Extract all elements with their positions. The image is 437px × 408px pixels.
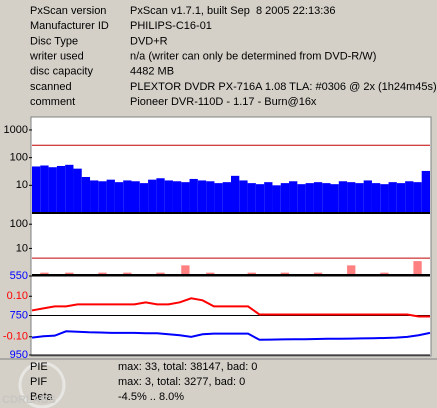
bar <box>305 183 314 213</box>
bar <box>32 166 41 213</box>
bar <box>421 170 430 213</box>
bar <box>413 261 422 275</box>
bar <box>189 178 198 213</box>
bar <box>123 272 132 275</box>
bar <box>206 272 215 275</box>
bar <box>264 182 273 213</box>
bar <box>371 183 381 213</box>
bar <box>363 180 372 213</box>
bar <box>65 164 74 213</box>
stat-value: max: 33, total: 38147, bad: 0 <box>118 361 257 373</box>
bar <box>330 184 339 213</box>
bar <box>231 175 240 213</box>
bar <box>197 180 207 213</box>
bar <box>98 181 107 213</box>
y-tick-label: 10 <box>16 242 28 254</box>
y-tick-label: 10 <box>16 179 28 191</box>
info-value: Pioneer DVR-110D - 1.17 - Burn@16x <box>130 96 317 108</box>
bar <box>322 183 331 213</box>
bar <box>413 182 422 213</box>
info-label: comment <box>30 96 75 108</box>
bar <box>222 182 231 213</box>
bar <box>272 185 281 213</box>
bar <box>65 272 74 275</box>
bar <box>247 272 256 275</box>
info-label: Disc Type <box>30 35 78 47</box>
bar <box>280 183 290 213</box>
bar <box>56 165 66 213</box>
bar <box>289 181 298 213</box>
bar <box>48 167 57 213</box>
bar <box>347 265 356 275</box>
stat-value: -4.5% .. 8.0% <box>118 391 184 403</box>
bar <box>106 179 115 213</box>
y-tick-label: 100 <box>10 218 28 230</box>
bar <box>206 181 215 213</box>
bar <box>247 183 256 213</box>
bar <box>40 165 49 213</box>
bar <box>338 181 348 213</box>
bar <box>181 265 190 275</box>
bar <box>172 181 182 213</box>
y-tick-label: 100 <box>10 152 28 164</box>
line <box>31 297 430 318</box>
info-label: disc capacity <box>30 66 93 78</box>
bar <box>123 180 132 213</box>
bar <box>139 183 149 213</box>
bar <box>98 272 107 275</box>
y-tick-label: 1000 <box>4 124 28 136</box>
info-label: PxScan version <box>30 5 106 17</box>
bar <box>131 181 140 213</box>
bar <box>81 176 91 213</box>
stat-label: Beta <box>30 391 54 403</box>
bar <box>396 183 406 213</box>
bar <box>148 179 157 213</box>
bar <box>405 181 414 213</box>
bar <box>380 184 389 213</box>
info-value: PLEXTOR DVDR PX-716A 1.08 TLA: #0306 @ 2… <box>130 81 437 93</box>
bar <box>114 182 124 213</box>
bar <box>313 272 323 275</box>
bar <box>214 183 223 213</box>
bar <box>40 272 49 275</box>
bar <box>355 183 364 213</box>
info-value: PHILIPS-C16-01 <box>130 20 212 32</box>
bar <box>297 184 306 213</box>
bar <box>313 182 323 213</box>
info-value: DVD+R <box>130 35 168 47</box>
watermark-disc <box>18 361 66 408</box>
bar <box>181 182 190 213</box>
bar <box>388 182 397 213</box>
bar <box>255 184 265 213</box>
bar <box>73 168 82 213</box>
stat-label: PIF <box>30 376 47 388</box>
bar <box>347 182 356 213</box>
bar <box>164 180 173 213</box>
bar <box>90 180 99 213</box>
line <box>31 330 431 341</box>
info-value: PxScan v1.7.1, built Sep 8 2005 22:13:36 <box>130 5 335 17</box>
info-label: writer used <box>29 51 84 63</box>
stat-value: max: 3, total: 3277, bad: 0 <box>118 376 245 388</box>
watermark: CDRLABS <box>2 394 56 406</box>
bar <box>156 178 165 213</box>
plot-area <box>30 116 432 357</box>
y-tick-label: 750 <box>10 309 28 321</box>
bar <box>280 272 290 275</box>
info-label: scanned <box>30 81 72 93</box>
bar <box>156 272 165 275</box>
y-tick-label: 550 <box>10 270 28 282</box>
bar <box>380 272 389 275</box>
y-tick-label: -0.10 <box>3 331 28 343</box>
info-value: n/a (writer can only be determined from … <box>130 51 376 63</box>
y-tick-label: 950 <box>10 349 28 361</box>
y-tick-label: 0.10 <box>7 290 28 302</box>
stat-label: PIE <box>30 361 48 373</box>
info-value: 4482 MB <box>130 66 174 78</box>
bar <box>239 180 248 213</box>
info-label: Manufacturer ID <box>30 20 109 32</box>
